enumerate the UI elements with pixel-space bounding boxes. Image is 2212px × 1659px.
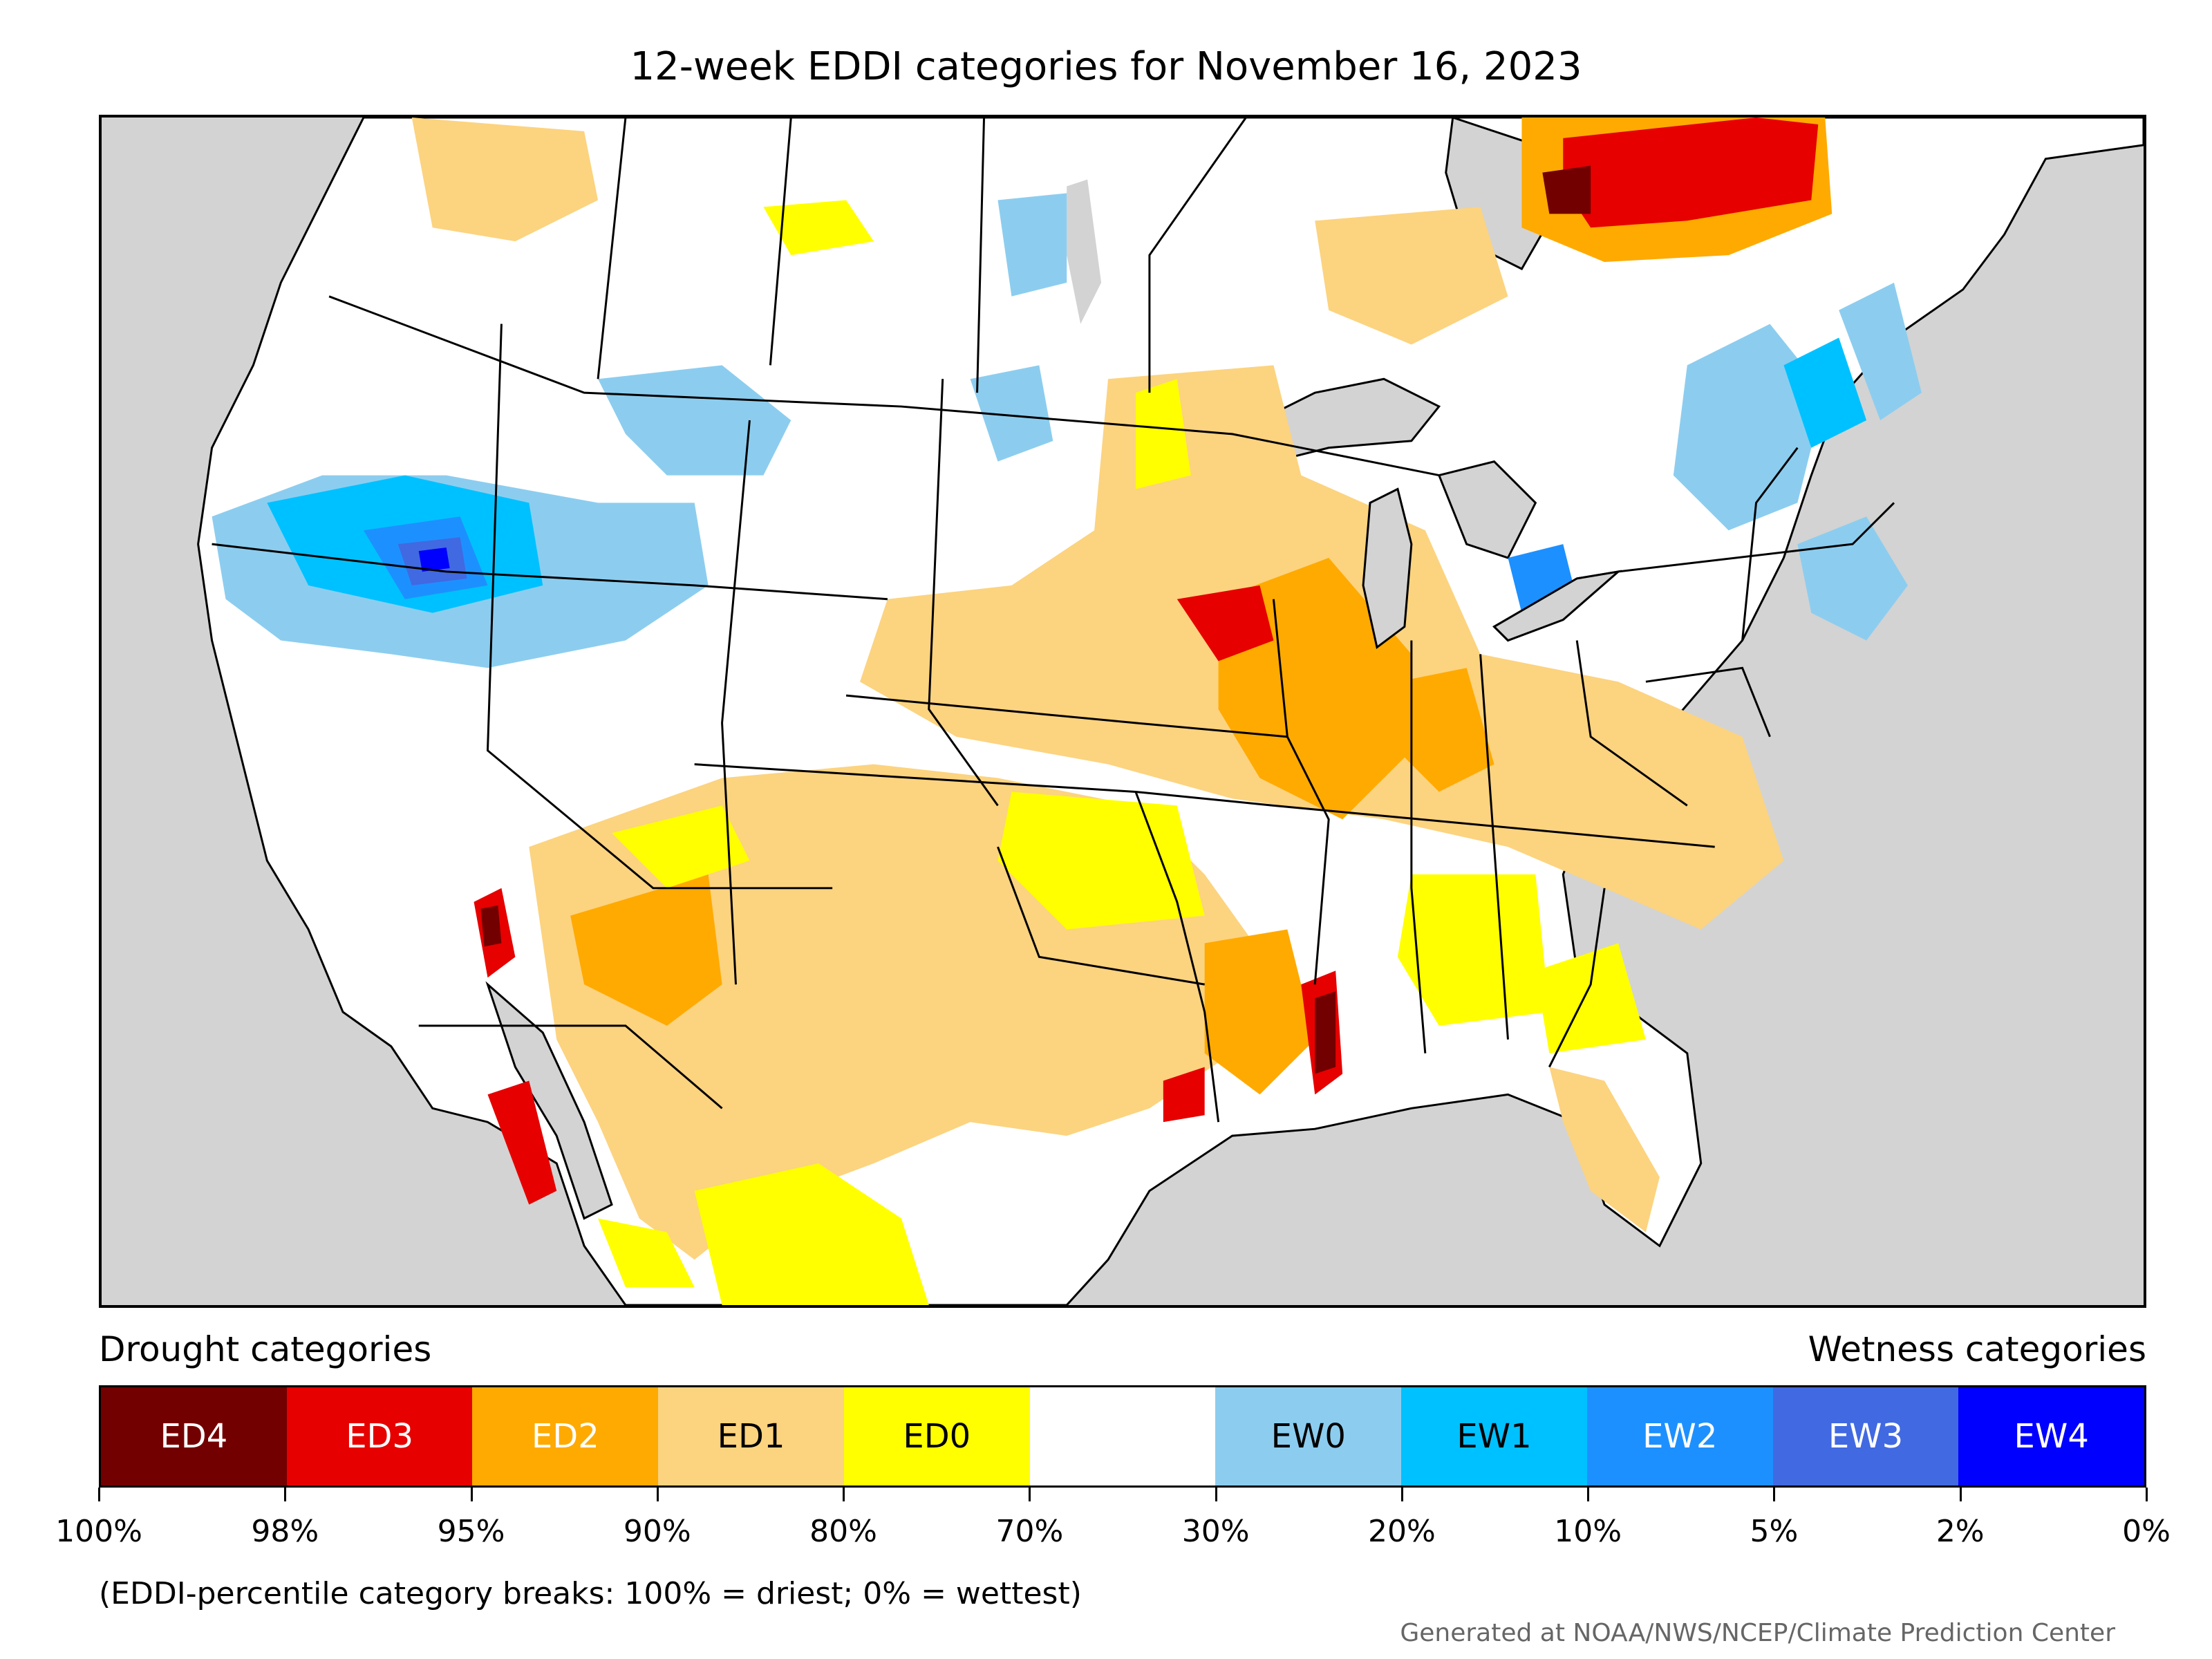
colorbar-tick [470,1488,473,1501]
colorbar-swatch-ew1: EW1 [1401,1387,1587,1485]
colorbar-tick [843,1488,845,1501]
category-breaks-note: (EDDI-percentile category breaks: 100% =… [99,1576,1082,1611]
gulf-of-california [485,981,613,1220]
colorbar-tick-label: 5% [1750,1514,1799,1549]
colorbar-tick [284,1488,287,1501]
colorbar-tick-label: 20% [1368,1514,1436,1549]
lake-huron [1437,460,1537,559]
colorbar-tick-label: 10% [1554,1514,1622,1549]
colorbar-ticks [98,1488,2148,1501]
colorbar-tick-label: 30% [1181,1514,1250,1549]
colorbar-swatch-ew3: EW3 [1772,1387,1959,1485]
colorbar-tick-label: 0% [2122,1514,2171,1549]
colorbar-tick-label: 80% [809,1514,877,1549]
category-colorbar: ED4 ED3 ED2 ED1 ED0 EW0 EW1 EW2 EW3 EW4 [99,1385,2146,1488]
lake-winnipeg [1067,179,1102,324]
colorbar-tick [1400,1488,1403,1501]
colorbar-tick [1215,1488,1217,1501]
colorbar-swatch-ew0: EW0 [1215,1387,1402,1485]
wetness-categories-label: Wetness categories [1808,1329,2146,1369]
colorbar-tick [98,1488,100,1501]
drought-categories-label: Drought categories [99,1329,432,1369]
colorbar-swatch-normal [1029,1387,1216,1485]
colorbar-tick [1587,1488,1590,1501]
colorbar-tick [2146,1488,2148,1501]
colorbar-tick-label: 90% [623,1514,691,1549]
map-title: 12-week EDDI categories for November 16,… [630,44,1582,89]
colorbar-tick [1029,1488,1031,1501]
credit-line: Generated at NOAA/NWS/NCEP/Climate Predi… [1400,1619,2115,1647]
colorbar-swatch-ed3: ED3 [286,1387,473,1485]
colorbar-swatch-ed0: ED0 [843,1387,1030,1485]
map-canvas [197,118,2144,1305]
great-lakes [1362,487,1622,650]
colorbar-tick-label: 98% [251,1514,319,1549]
colorbar-tick [1773,1488,1776,1501]
colorbar-swatch-ed4: ED4 [101,1387,287,1485]
colorbar-tick-label: 100% [55,1514,142,1549]
colorbar-swatch-ed1: ED1 [658,1387,844,1485]
colorbar-swatch-ed2: ED2 [472,1387,659,1485]
eddi-map [99,115,2146,1308]
colorbar-tick [656,1488,659,1501]
colorbar-tick [1959,1488,1962,1501]
category-regions [212,118,1922,1305]
colorbar-swatch-ew4: EW4 [1958,1387,2145,1485]
political-boundaries [212,118,1895,1123]
colorbar-tick-label: 70% [995,1514,1064,1549]
colorbar-swatch-ew2: EW2 [1586,1387,1773,1485]
colorbar-tick-label: 2% [1936,1514,1985,1549]
colorbar-tick-label: 95% [437,1514,505,1549]
